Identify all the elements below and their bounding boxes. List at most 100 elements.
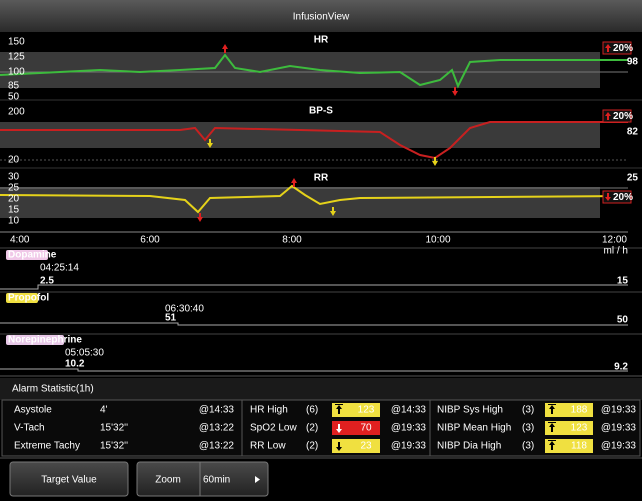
alarm-name: V-Tach — [14, 423, 45, 434]
drug-tag — [6, 250, 48, 260]
axis-label: 125 — [8, 52, 25, 63]
dropdown-arrow — [255, 476, 260, 483]
alarm-header — [0, 378, 642, 400]
drug-tag — [6, 293, 38, 303]
alarm-name: NIBP Dia High — [437, 441, 501, 452]
alarm-time: @19:33 — [601, 441, 637, 452]
limit-badge — [602, 41, 632, 55]
alarm-name: Extreme Tachy — [14, 441, 80, 452]
marker — [432, 157, 438, 166]
alarm-time: @14:33 — [391, 405, 427, 416]
alarm-time: @13:22 — [199, 441, 235, 452]
badge-text: 20% — [613, 43, 633, 54]
marker — [452, 87, 458, 96]
drug-tag — [6, 335, 64, 345]
alarm-value: 23 — [360, 441, 372, 452]
alarm-value: 118 — [571, 441, 587, 452]
drug-start: 2.5 — [40, 276, 54, 287]
alarm-value: 123 — [571, 423, 588, 434]
alarm-value-box — [545, 403, 593, 417]
alarm-time: @13:22 — [199, 423, 235, 434]
button-label: 60min — [203, 475, 230, 486]
alarm-count: (2) — [306, 441, 318, 452]
marker — [197, 213, 203, 222]
alarm-value: 123 — [358, 405, 375, 416]
drug-name: Propofol — [8, 293, 49, 304]
time-label: 4:00 — [10, 235, 30, 246]
alarm-name: HR High — [250, 405, 288, 416]
marker — [222, 44, 228, 53]
zoom-button[interactable] — [136, 461, 269, 497]
drug-time: 05:05:30 — [65, 348, 104, 359]
rr-trace — [0, 184, 629, 214]
title: InfusionView — [293, 12, 350, 23]
dopamine-step — [0, 284, 628, 290]
axis-label: 20 — [8, 155, 20, 166]
alarm-name: SpO2 Low — [250, 423, 297, 434]
limit-badge — [602, 190, 632, 204]
alarm-arrow — [548, 422, 556, 432]
alarm-value: 188 — [571, 405, 588, 416]
alarm-value-box — [545, 439, 593, 453]
drug-start: 51 — [165, 313, 177, 324]
drug-name: Dopamine — [8, 250, 57, 261]
alarm-arrow — [548, 440, 556, 450]
badge-text: 20% — [613, 111, 633, 122]
unit: ml / h — [604, 246, 628, 257]
trend-value: 82 — [627, 127, 639, 138]
button-label: Zoom — [155, 475, 181, 486]
alarm-arrow — [548, 404, 556, 414]
drug-time: 04:25:14 — [40, 263, 79, 274]
alarm-value: 70 — [360, 423, 372, 434]
limit-badge — [602, 109, 632, 123]
propofol-step — [0, 322, 628, 326]
alarm-time: @19:33 — [391, 423, 427, 434]
axis-label: 200 — [8, 107, 25, 118]
drug-current: 15 — [617, 276, 629, 287]
axis-label: 25 — [8, 183, 20, 194]
title-bar — [0, 0, 642, 32]
alarm-value-box — [545, 421, 593, 435]
marker — [330, 207, 336, 216]
alarm-title: Alarm Statistic(1h) — [12, 384, 94, 395]
badge-text: 20% — [613, 192, 633, 203]
axis-label: 15 — [8, 205, 20, 216]
drug-current: 9.2 — [614, 362, 628, 373]
axis-label: 50 — [8, 92, 20, 103]
alarm-table — [1, 399, 641, 457]
drug-start: 10.2 — [65, 359, 85, 370]
alarm-time: @19:33 — [391, 441, 427, 452]
alarm-duration: 15'32'' — [100, 423, 128, 434]
axis-label: 100 — [8, 67, 25, 78]
alarm-value-box — [332, 439, 380, 453]
alarm-arrow — [336, 424, 342, 433]
target-value-button[interactable] — [9, 461, 129, 497]
alarm-count: (3) — [522, 441, 534, 452]
trend-value: 25 — [627, 173, 639, 184]
marker — [291, 178, 297, 187]
trend-name: BP-S — [309, 106, 333, 117]
marker — [207, 139, 213, 148]
alarm-value-box — [332, 421, 380, 435]
time-label: 8:00 — [282, 235, 302, 246]
alarm-name: NIBP Sys High — [437, 405, 503, 416]
time-label: 6:00 — [140, 235, 160, 246]
alarm-arrow — [336, 442, 342, 451]
alarm-time: @19:33 — [601, 405, 637, 416]
alarm-count: (3) — [522, 405, 534, 416]
time-label: 10:00 — [425, 235, 450, 246]
alarm-time: @14:33 — [199, 405, 235, 416]
alarm-value-box — [332, 403, 380, 417]
hr-trace — [0, 53, 628, 89]
axis-label: 85 — [8, 81, 20, 92]
drug-current: 50 — [617, 315, 629, 326]
time-label: 12:00 — [602, 235, 627, 246]
alarm-count: (6) — [306, 405, 318, 416]
badge-arrow — [605, 193, 611, 201]
alarm-name: RR Low — [250, 441, 286, 452]
alarm-count: (3) — [522, 423, 534, 434]
bp-band — [0, 122, 600, 148]
axis-label: 20 — [8, 194, 20, 205]
button-label: Target Value — [41, 475, 97, 486]
alarm-arrow — [335, 404, 343, 414]
